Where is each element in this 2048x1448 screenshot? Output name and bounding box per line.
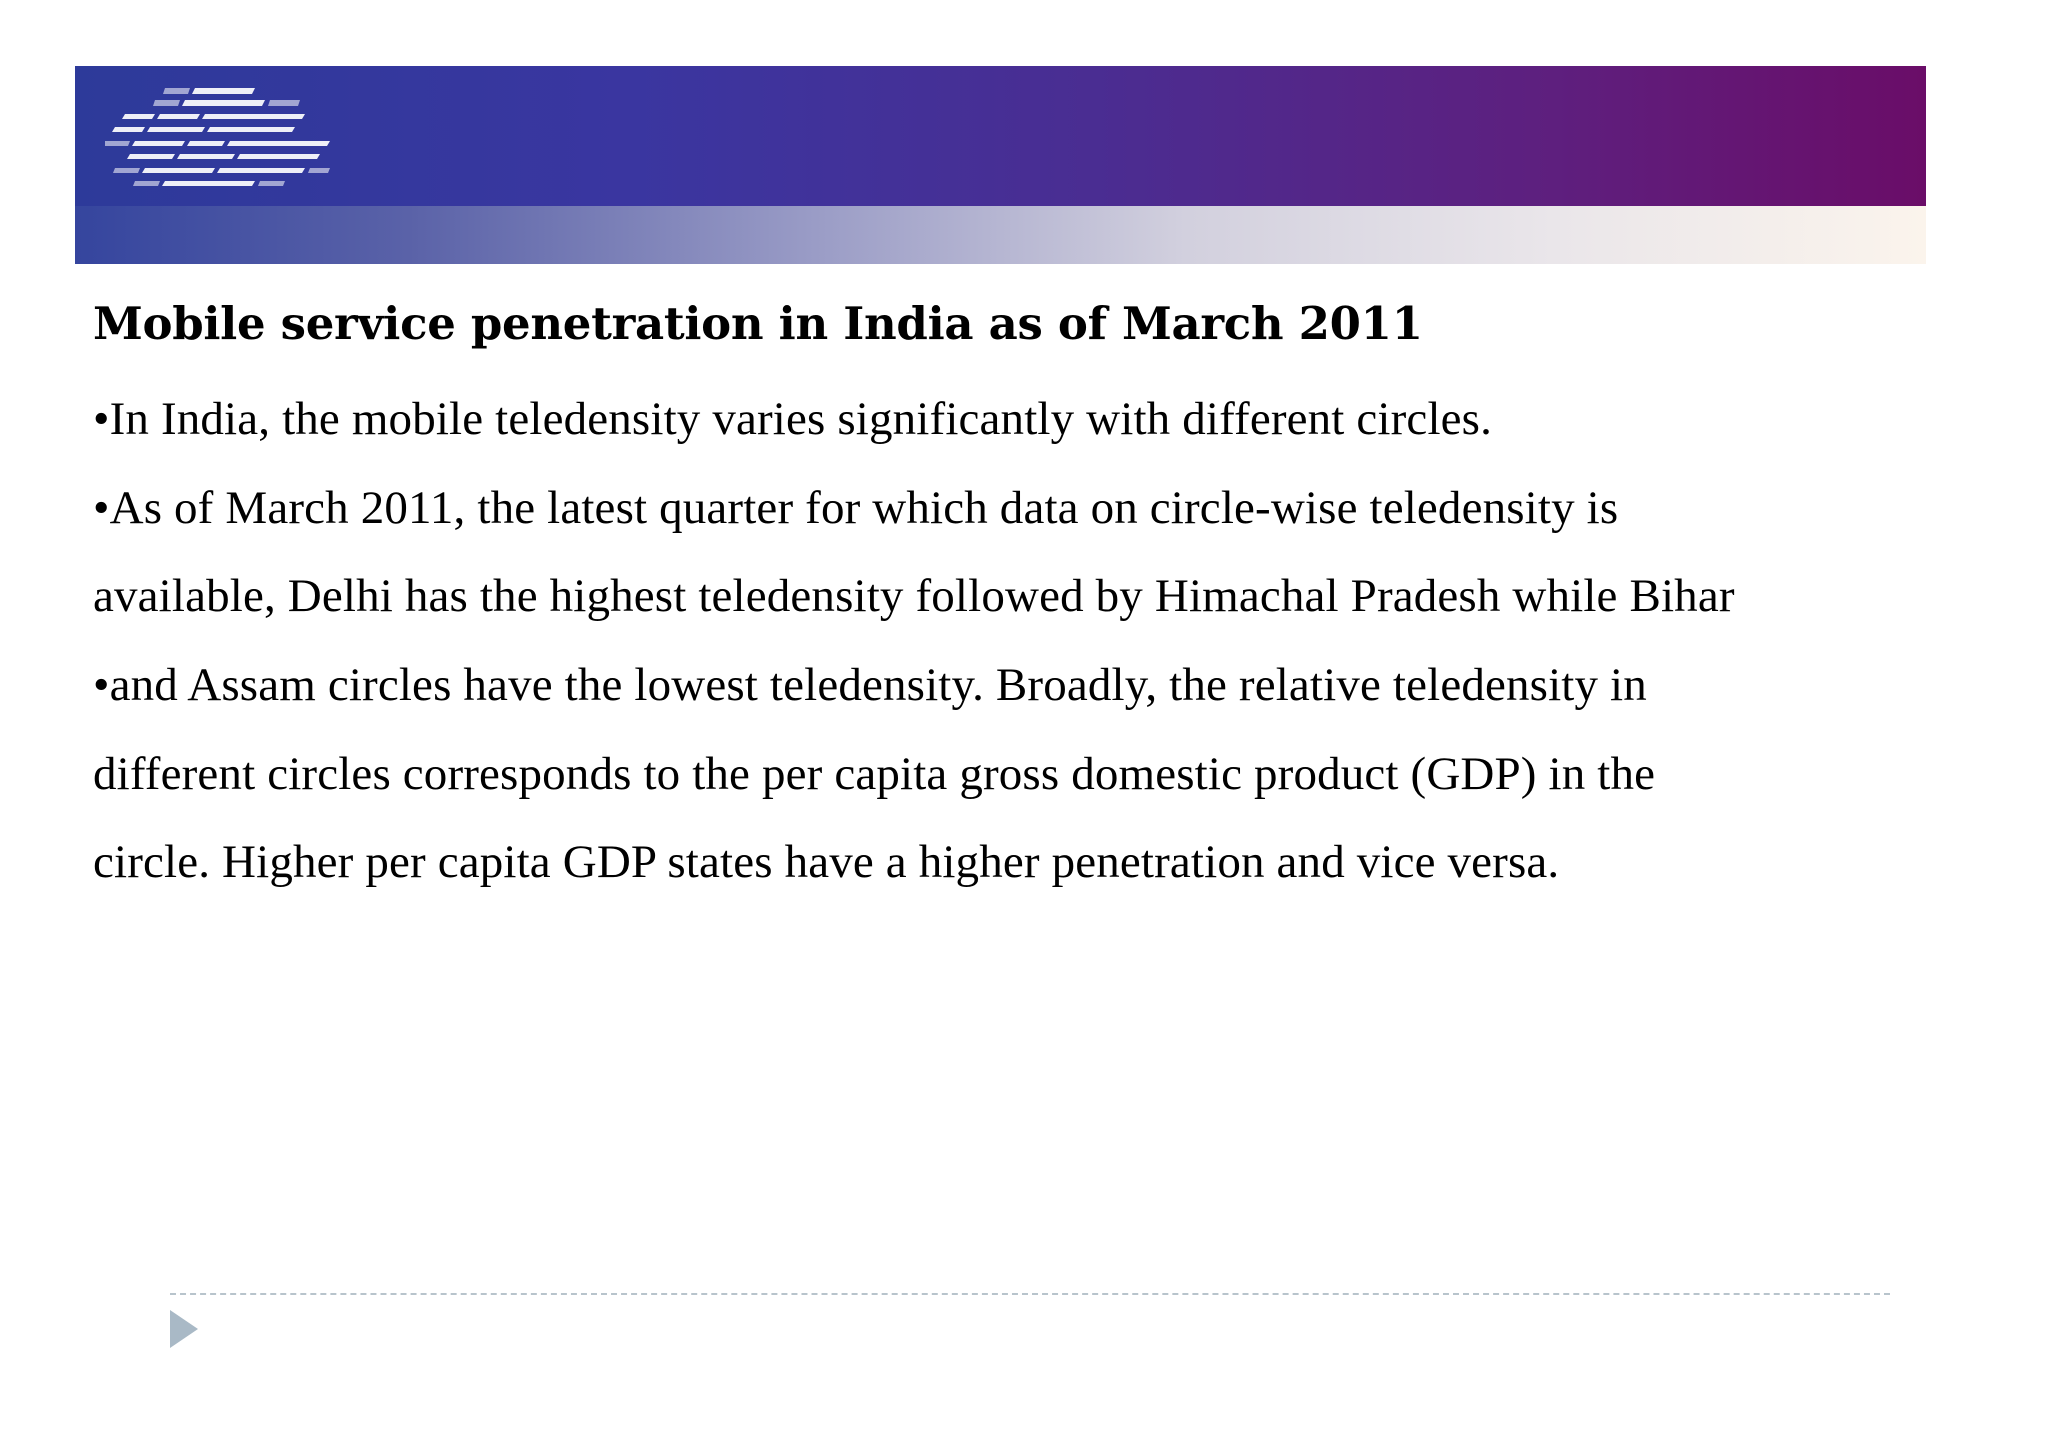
body-line-6: circle. Higher per capita GDP states hav… (93, 836, 1560, 888)
header-banner (75, 66, 1926, 264)
body-line-4: •and Assam circles have the lowest teled… (93, 659, 1647, 711)
triangle-arrow-icon (170, 1310, 198, 1348)
banner-gradient-top (75, 66, 1926, 206)
footer-divider (170, 1293, 1890, 1295)
body-line-1: •In India, the mobile teledensity varies… (93, 393, 1493, 445)
striped-logo-icon (105, 88, 330, 186)
banner-gradient-bottom (75, 206, 1926, 264)
body-line-3: available, Delhi has the highest teleden… (93, 570, 1735, 622)
body-line-5: different circles corresponds to the per… (93, 748, 1656, 800)
slide-title: Mobile service penetration in India as o… (93, 297, 1423, 350)
body-line-2: •As of March 2011, the latest quarter fo… (93, 482, 1619, 534)
